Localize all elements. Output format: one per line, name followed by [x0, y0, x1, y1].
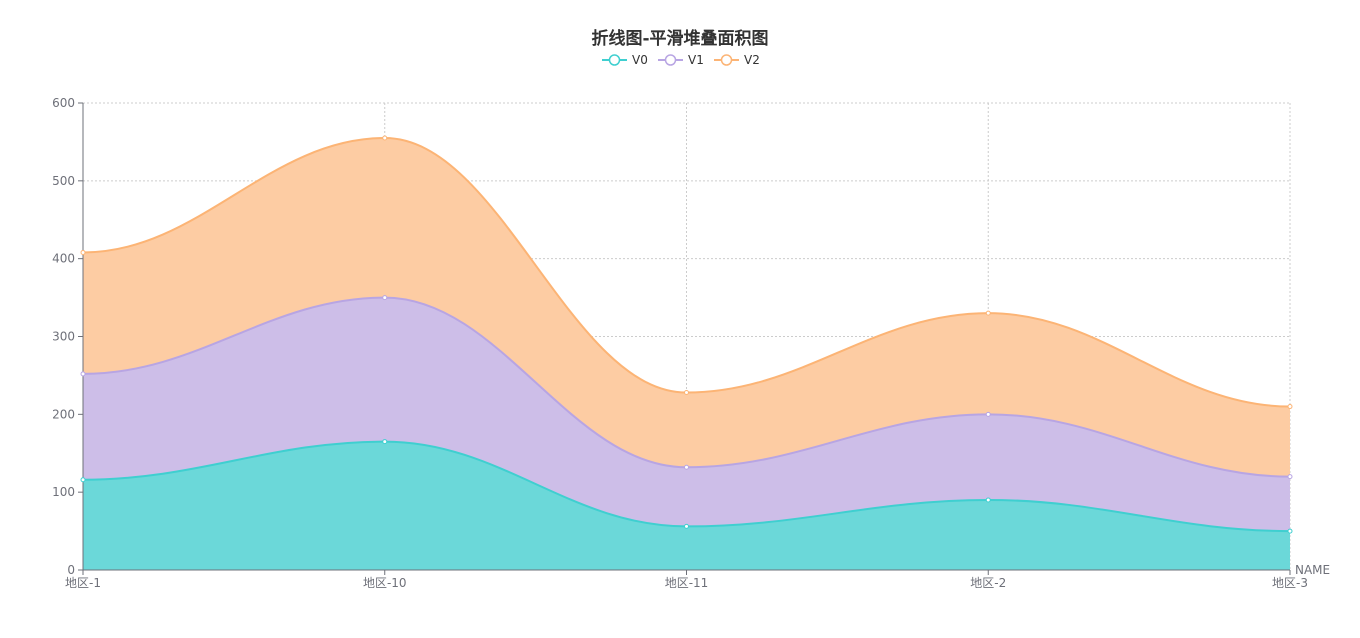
point-v0-0[interactable]: [80, 477, 86, 483]
point-v1-1[interactable]: [382, 295, 388, 301]
legend-label: V0: [632, 53, 648, 67]
point-v0-1[interactable]: [382, 439, 388, 445]
series-areas: [83, 138, 1290, 570]
line-v2: [82, 137, 1291, 408]
legend-circle-icon: [720, 54, 733, 66]
point-v1-0[interactable]: [80, 371, 86, 377]
point-v1-2[interactable]: [684, 464, 689, 470]
legend-item-v2[interactable]: V2: [714, 53, 760, 67]
y-tick-label: 100: [52, 485, 75, 499]
point-v0-3[interactable]: [985, 497, 991, 503]
legend-item-v0[interactable]: V0: [602, 53, 648, 67]
legend-label: V2: [744, 53, 760, 67]
x-tick-label: 地区-11: [665, 576, 709, 590]
y-tick-label: 500: [52, 174, 75, 188]
x-tick-label: 地区-10: [363, 576, 407, 590]
axes: 0 100 200 300 400 500 600 地区-1 地区-10 地区-11 地区-2 地区-…: [52, 96, 1330, 590]
point-v1-3[interactable]: [985, 411, 991, 417]
point-v0-4[interactable]: [1287, 528, 1293, 534]
point-v2-3[interactable]: [985, 310, 991, 316]
legend[interactable]: V0 V1 V2: [602, 53, 760, 67]
point-v2-4[interactable]: [1287, 404, 1293, 410]
y-tick-label: 200: [52, 407, 75, 421]
x-tick-label: 地区-1: [65, 576, 101, 590]
data-points: [80, 135, 1293, 534]
line-v1: [82, 296, 1291, 478]
point-v0-2[interactable]: [684, 523, 689, 529]
x-tick-label: 地区-2: [970, 576, 1006, 590]
area-v2: [83, 138, 1290, 477]
point-v1-4[interactable]: [1287, 474, 1293, 480]
chart-title: 折线图-平滑堆叠面积图: [591, 28, 768, 49]
legend-circle-icon: [608, 54, 621, 66]
area-v1: [83, 297, 1290, 532]
legend-label: V1: [688, 53, 704, 67]
point-v2-2[interactable]: [684, 390, 689, 396]
y-tick-label: 600: [52, 96, 75, 110]
point-v2-1[interactable]: [382, 135, 388, 141]
legend-circle-icon: [664, 54, 677, 66]
point-v2-0[interactable]: [80, 249, 86, 255]
legend-item-v1[interactable]: V1: [658, 53, 704, 67]
x-tick-label: 地区-3: [1272, 576, 1308, 590]
area-v0: [83, 441, 1290, 570]
y-tick-label: 0: [67, 563, 75, 577]
y-tick-label: 300: [52, 330, 75, 344]
x-axis-name: NAME: [1295, 563, 1330, 577]
y-tick-label: 400: [52, 252, 75, 266]
